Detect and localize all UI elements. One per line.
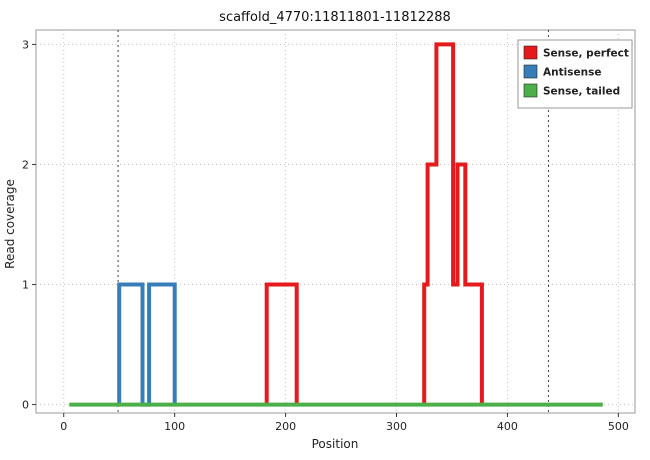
chart-title: scaffold_4770:11811801-11812288 — [219, 10, 451, 25]
legend-swatch-sense-perfect — [523, 45, 538, 60]
x-tick-label: 200 — [275, 420, 296, 433]
x-tick-label: 500 — [608, 420, 629, 433]
x-axis-title: Position — [312, 437, 359, 451]
legend: Sense, perfect Antisense Sense, tailed — [517, 39, 633, 109]
legend-swatch-sense-tailed — [523, 83, 538, 98]
legend-swatch-antisense — [523, 64, 538, 79]
legend-label-sense-perfect: Sense, perfect — [543, 48, 629, 60]
x-tick-label: 0 — [60, 420, 67, 433]
legend-label-antisense: Antisense — [543, 67, 601, 79]
axis-layer: 0 100 200 300 400 500 0 1 2 3 — [22, 38, 629, 433]
y-tick-label: 0 — [22, 399, 29, 412]
x-tick-label: 100 — [164, 420, 185, 433]
y-axis-title: Read coverage — [3, 179, 17, 269]
x-tick-label: 400 — [497, 420, 518, 433]
series-line-sense-perfect — [264, 282, 299, 405]
y-tick-label: 2 — [22, 158, 29, 171]
legend-label-sense-tailed: Sense, tailed — [543, 86, 620, 98]
vline-layer — [117, 30, 549, 413]
series-layer — [69, 42, 603, 407]
x-tick-label: 300 — [386, 420, 407, 433]
series-line-sense-perfect — [422, 42, 484, 405]
y-tick-label: 1 — [22, 279, 29, 292]
y-tick-label: 3 — [22, 38, 29, 51]
